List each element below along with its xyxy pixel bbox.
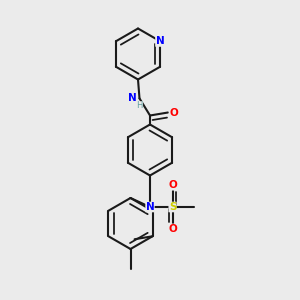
Text: S: S <box>169 202 176 212</box>
Text: O: O <box>169 107 178 118</box>
Text: N: N <box>156 36 164 46</box>
Text: N: N <box>146 202 154 212</box>
Text: O: O <box>168 224 177 234</box>
Text: H: H <box>136 101 143 110</box>
Text: N: N <box>128 93 136 103</box>
Text: O: O <box>168 180 177 190</box>
